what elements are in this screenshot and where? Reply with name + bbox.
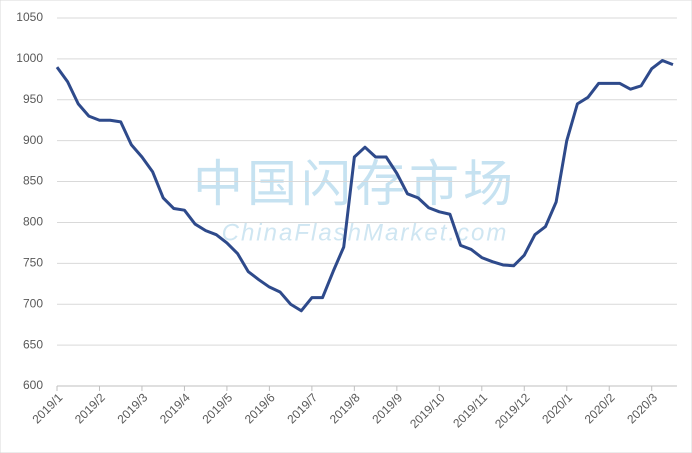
y-tick-label: 1050	[16, 10, 43, 24]
y-tick-label: 850	[23, 174, 43, 188]
y-tick-label: 950	[23, 92, 43, 106]
y-tick-label: 600	[23, 378, 43, 392]
data-line	[55, 59, 674, 313]
y-tick-label: 800	[23, 215, 43, 229]
y-tick-label: 900	[23, 133, 43, 147]
y-tick-label: 750	[23, 256, 43, 270]
y-tick-label: 700	[23, 296, 43, 310]
watermark-sub: ChinaFlashMarket.com	[222, 219, 509, 246]
y-tick-label: 650	[23, 337, 43, 351]
y-tick-label: 1000	[16, 51, 43, 65]
watermark: 中国闪存市场	[193, 156, 517, 212]
